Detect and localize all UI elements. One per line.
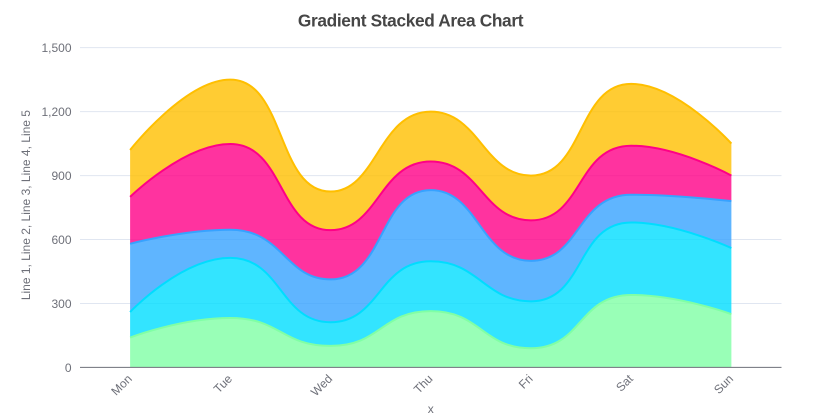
svg-text:Fri: Fri	[516, 372, 536, 392]
svg-text:Sat: Sat	[613, 371, 636, 394]
svg-text:Wed: Wed	[308, 372, 335, 399]
svg-text:Mon: Mon	[108, 372, 134, 398]
svg-text:600: 600	[51, 233, 71, 247]
svg-text:300: 300	[51, 297, 71, 311]
svg-text:1,200: 1,200	[41, 105, 71, 119]
svg-text:Line 1, Line 2, Line 3, Line 4: Line 1, Line 2, Line 3, Line 4, Line 5	[19, 110, 33, 300]
svg-text:x: x	[428, 402, 434, 416]
svg-text:900: 900	[51, 169, 71, 183]
svg-text:1,500: 1,500	[41, 41, 71, 55]
svg-text:Tue: Tue	[211, 372, 235, 396]
svg-text:Gradient Stacked Area Chart: Gradient Stacked Area Chart	[298, 11, 524, 31]
svg-text:0: 0	[65, 361, 72, 375]
svg-text:Sun: Sun	[711, 372, 736, 397]
svg-text:Thu: Thu	[411, 372, 436, 397]
